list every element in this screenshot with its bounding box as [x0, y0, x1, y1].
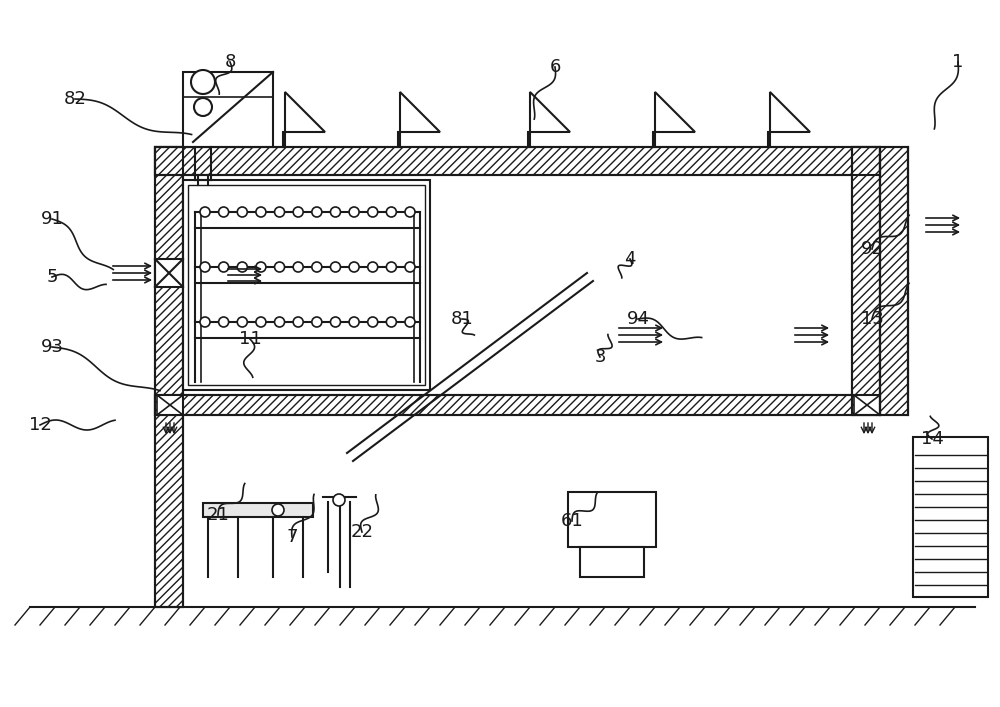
Text: 12: 12 [29, 416, 51, 434]
Circle shape [219, 317, 229, 327]
Bar [155, 395, 880, 415]
Circle shape [349, 207, 359, 217]
Bar [155, 147, 880, 175]
Polygon shape [530, 92, 570, 132]
Circle shape [312, 207, 322, 217]
Bar [155, 147, 183, 607]
Text: 7: 7 [286, 528, 298, 546]
Circle shape [386, 317, 396, 327]
Bar [155, 395, 880, 415]
Circle shape [405, 207, 415, 217]
Text: 4: 4 [624, 250, 636, 268]
Circle shape [191, 70, 215, 94]
Circle shape [293, 207, 303, 217]
Circle shape [256, 317, 266, 327]
Circle shape [368, 262, 378, 272]
Text: 22: 22 [351, 523, 374, 541]
Text: 11: 11 [239, 330, 261, 348]
Text: 81: 81 [451, 310, 473, 328]
Circle shape [275, 262, 285, 272]
Circle shape [368, 207, 378, 217]
Circle shape [256, 262, 266, 272]
Text: 94: 94 [626, 310, 650, 328]
Text: 93: 93 [40, 338, 64, 356]
Circle shape [293, 262, 303, 272]
Bar [157, 395, 183, 415]
Bar [568, 492, 656, 547]
Text: 13: 13 [861, 310, 883, 328]
Circle shape [368, 317, 378, 327]
Text: 3: 3 [594, 348, 606, 366]
Text: 82: 82 [64, 90, 86, 108]
Circle shape [405, 317, 415, 327]
Text: 14: 14 [921, 430, 943, 448]
Circle shape [200, 317, 210, 327]
Circle shape [312, 262, 322, 272]
Text: 92: 92 [860, 240, 884, 258]
Text: 21: 21 [207, 506, 229, 524]
Bar [188, 185, 425, 385]
Circle shape [312, 317, 322, 327]
Bar [880, 147, 908, 415]
Circle shape [405, 262, 415, 272]
Text: 1: 1 [952, 53, 964, 71]
Circle shape [293, 317, 303, 327]
Circle shape [349, 317, 359, 327]
Circle shape [219, 262, 229, 272]
Text: 5: 5 [46, 268, 58, 286]
Circle shape [349, 262, 359, 272]
Bar [155, 147, 880, 175]
Bar [155, 147, 183, 607]
Bar [854, 395, 880, 415]
Circle shape [219, 207, 229, 217]
Bar [203, 503, 313, 517]
Text: 61: 61 [561, 512, 583, 530]
Bar [580, 547, 644, 577]
Circle shape [333, 494, 345, 506]
Circle shape [237, 317, 247, 327]
Circle shape [194, 98, 212, 116]
Circle shape [275, 317, 285, 327]
Circle shape [237, 207, 247, 217]
Text: 8: 8 [224, 53, 236, 71]
Bar [852, 147, 880, 415]
Bar [880, 147, 908, 415]
Text: 6: 6 [549, 58, 561, 76]
Bar [913, 437, 988, 597]
Circle shape [330, 207, 340, 217]
Polygon shape [285, 92, 325, 132]
Bar [155, 259, 183, 287]
Circle shape [256, 207, 266, 217]
Polygon shape [655, 92, 695, 132]
Circle shape [330, 317, 340, 327]
Circle shape [386, 262, 396, 272]
Bar [852, 147, 880, 415]
Polygon shape [770, 92, 810, 132]
Circle shape [330, 262, 340, 272]
Circle shape [237, 262, 247, 272]
Circle shape [200, 207, 210, 217]
Circle shape [272, 504, 284, 516]
Circle shape [386, 207, 396, 217]
Bar [183, 180, 430, 390]
Circle shape [275, 207, 285, 217]
Bar [183, 72, 273, 147]
Circle shape [200, 262, 210, 272]
Text: 91: 91 [41, 210, 63, 228]
Polygon shape [400, 92, 440, 132]
